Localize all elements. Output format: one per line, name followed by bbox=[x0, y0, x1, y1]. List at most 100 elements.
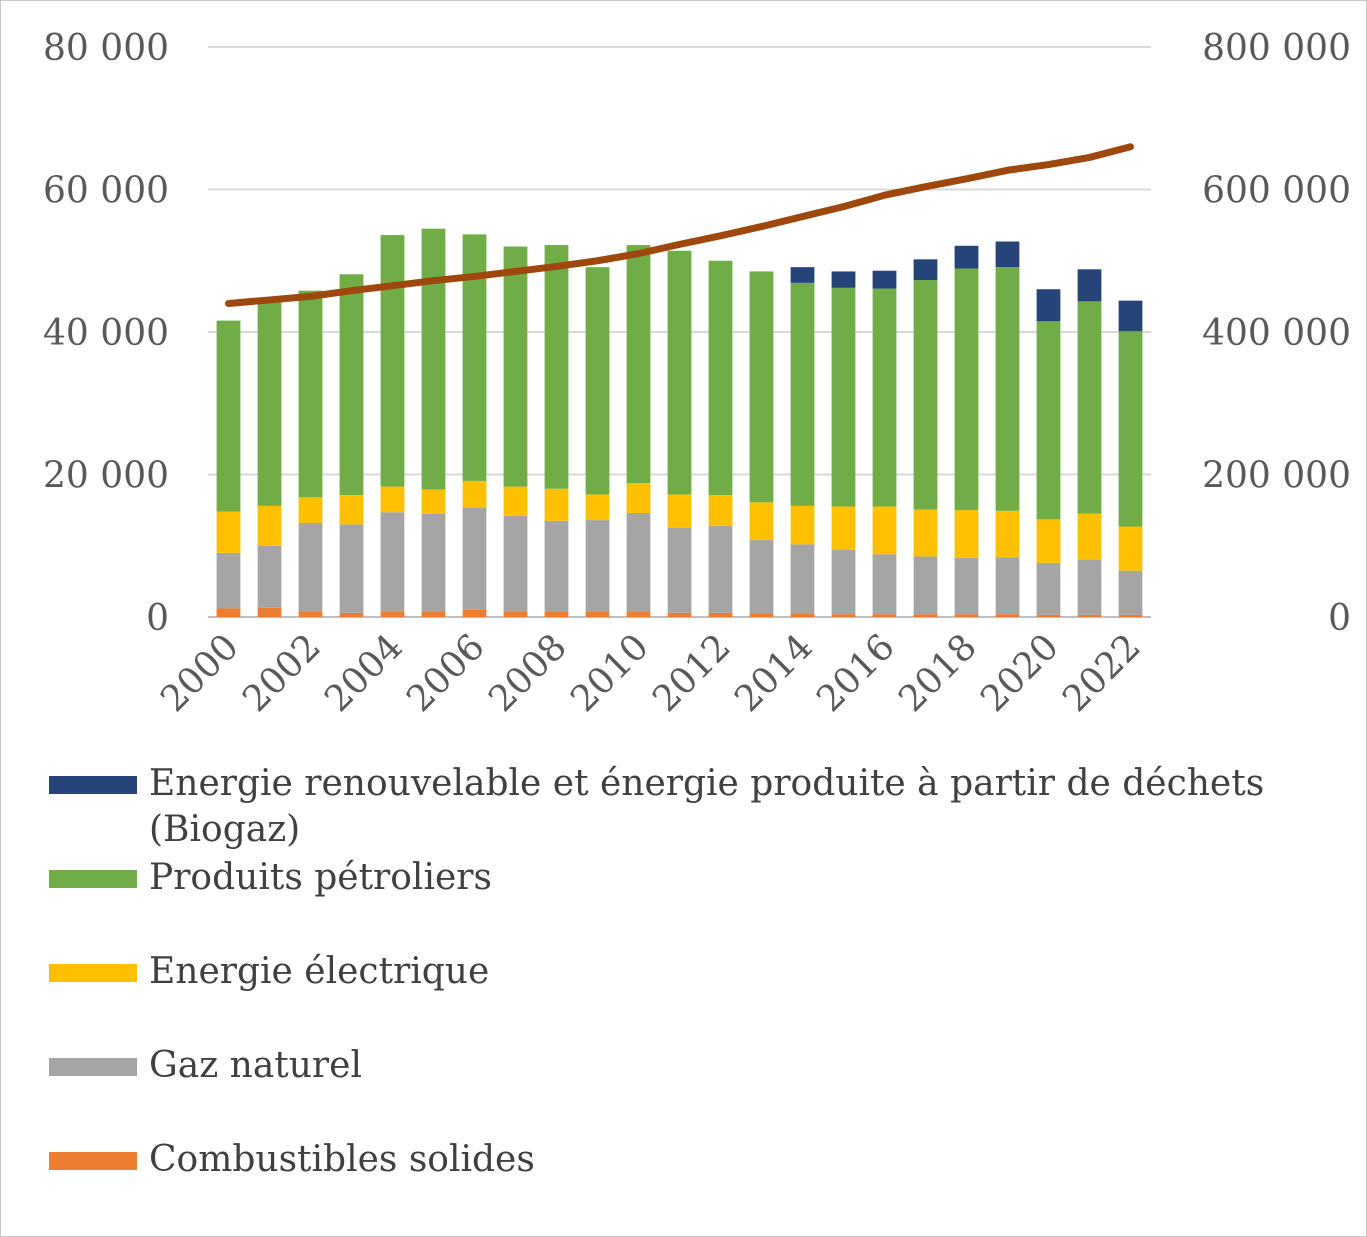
bar-segment-series-0 bbox=[257, 607, 282, 617]
bar-segment-series-3 bbox=[1118, 331, 1143, 527]
legend-item: Gaz naturel bbox=[49, 1043, 1349, 1089]
bar-segment-series-0 bbox=[585, 612, 610, 617]
line-point bbox=[801, 215, 804, 218]
y-tick-label: 40 000 bbox=[43, 313, 169, 354]
line-point bbox=[268, 298, 271, 301]
bar-segment-series-2 bbox=[749, 502, 774, 541]
bar-segment-series-1 bbox=[749, 540, 774, 614]
bar-segment-series-3 bbox=[544, 245, 569, 489]
y-tick-label: 60 000 bbox=[43, 171, 169, 212]
bar-segment-series-1 bbox=[216, 552, 241, 609]
bar-segment-series-1 bbox=[462, 507, 487, 610]
bar-segment-series-3 bbox=[462, 234, 487, 481]
bar-segment-series-0 bbox=[831, 614, 856, 617]
bar-segment-series-1 bbox=[872, 554, 897, 615]
line-point bbox=[350, 289, 353, 292]
y-tick-label: 20 000 bbox=[43, 456, 169, 497]
bar-segment-series-3 bbox=[954, 268, 979, 511]
bar-segment-series-1 bbox=[585, 520, 610, 613]
bar-segment-series-1 bbox=[708, 525, 733, 613]
y2-tick-label: 800 000 bbox=[1202, 28, 1351, 69]
bar-segment-series-0 bbox=[216, 608, 241, 617]
bar-segment-series-2 bbox=[995, 510, 1020, 558]
bar-segment-series-1 bbox=[1077, 559, 1102, 615]
bar-segment-series-0 bbox=[626, 612, 651, 617]
bar-segment-series-1 bbox=[790, 544, 815, 614]
line-point bbox=[1047, 163, 1050, 166]
bar-segment-series-0 bbox=[544, 612, 569, 617]
line-point bbox=[1129, 145, 1132, 148]
legend-item: Energie électrique bbox=[49, 949, 1349, 995]
legend-swatch bbox=[49, 870, 137, 888]
x-tick-label: 2018 bbox=[891, 626, 985, 720]
bar-segment-series-1 bbox=[1118, 570, 1143, 615]
bar-segment-series-1 bbox=[831, 550, 856, 615]
bar-segment-series-2 bbox=[667, 494, 692, 528]
bar-segment-series-0 bbox=[462, 609, 487, 617]
chart-legend: Energie renouvelable et énergie produite… bbox=[49, 761, 1349, 1183]
line-point bbox=[514, 270, 517, 273]
bar-segment-series-3 bbox=[380, 235, 405, 487]
bar-segment-series-0 bbox=[954, 614, 979, 617]
bar-segment-series-3 bbox=[831, 287, 856, 507]
line-point bbox=[555, 265, 558, 268]
bar-segment-series-4 bbox=[872, 270, 897, 289]
bar-segment-series-1 bbox=[995, 557, 1020, 615]
bar-segment-series-4 bbox=[1077, 269, 1102, 302]
bar-segment-series-0 bbox=[995, 614, 1020, 617]
legend-swatch bbox=[49, 1058, 137, 1076]
y-tick-label: 80 000 bbox=[43, 28, 169, 69]
legend-label: Produits pétroliers bbox=[149, 857, 492, 898]
bar-segment-series-4 bbox=[790, 267, 815, 283]
bar-segment-series-2 bbox=[216, 511, 241, 553]
bar-segment-series-1 bbox=[298, 522, 323, 613]
x-tick-label: 2012 bbox=[645, 626, 739, 720]
y2-tick-label: 400 000 bbox=[1202, 313, 1351, 354]
line-point bbox=[760, 225, 763, 228]
bar-segment-series-0 bbox=[380, 611, 405, 617]
x-tick-label: 2020 bbox=[973, 626, 1067, 720]
legend-label: Gaz naturel bbox=[149, 1045, 362, 1086]
bar-segment-series-0 bbox=[749, 613, 774, 617]
bar-segment-series-2 bbox=[1118, 526, 1143, 571]
bar-segment-series-2 bbox=[954, 510, 979, 558]
legend-item: Energie renouvelable et énergie produite… bbox=[49, 761, 1349, 853]
bar-segment-series-2 bbox=[257, 505, 282, 546]
line-point bbox=[842, 205, 845, 208]
bar-segment-series-1 bbox=[667, 527, 692, 613]
bar-segment-series-3 bbox=[913, 279, 938, 510]
bar-segment-series-4 bbox=[913, 259, 938, 280]
line-point bbox=[391, 284, 394, 287]
line-point bbox=[227, 302, 230, 305]
bar-segment-series-4 bbox=[1118, 300, 1143, 332]
legend-label: Energie renouvelable et énergie produite… bbox=[149, 763, 1265, 850]
bar-segment-series-2 bbox=[421, 489, 446, 514]
x-tick-label: 2006 bbox=[399, 626, 493, 720]
y2-tick-label: 200 000 bbox=[1202, 456, 1351, 497]
bar-segment-series-3 bbox=[216, 320, 241, 512]
x-tick-label: 2000 bbox=[153, 626, 247, 720]
bar-segment-series-2 bbox=[831, 506, 856, 551]
legend-label: Energie électrique bbox=[149, 951, 490, 992]
bar-segment-series-3 bbox=[790, 282, 815, 506]
bar-segment-series-1 bbox=[503, 515, 528, 612]
bar-segment-series-1 bbox=[626, 512, 651, 613]
bar-segment-series-4 bbox=[831, 271, 856, 288]
bar-segment-series-3 bbox=[667, 250, 692, 495]
bar-segment-series-3 bbox=[1077, 301, 1102, 514]
bar-segment-series-3 bbox=[298, 290, 323, 498]
bar-segment-series-4 bbox=[995, 241, 1020, 268]
bar-segment-series-2 bbox=[585, 494, 610, 521]
x-tick-label: 2010 bbox=[563, 626, 657, 720]
x-tick-label: 2014 bbox=[727, 626, 821, 720]
bar-segment-series-1 bbox=[954, 557, 979, 615]
bar-segment-series-2 bbox=[872, 506, 897, 555]
bar-segment-series-2 bbox=[1077, 513, 1102, 560]
bar-segment-series-3 bbox=[708, 260, 733, 496]
bar-segment-series-2 bbox=[626, 483, 651, 513]
legend-item: Combustibles solides bbox=[49, 1137, 1349, 1183]
line-point bbox=[473, 275, 476, 278]
bar-segment-series-2 bbox=[503, 486, 528, 516]
legend-item: Produits pétroliers bbox=[49, 855, 1349, 901]
x-tick-label: 2022 bbox=[1055, 626, 1149, 720]
